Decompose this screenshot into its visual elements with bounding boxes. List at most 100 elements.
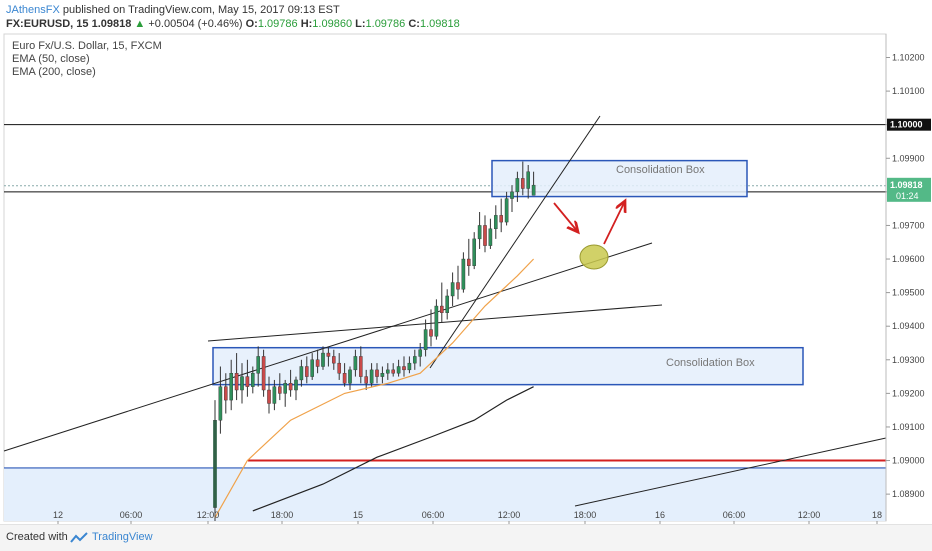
ema200-line (252, 386, 534, 512)
publish-header: JAthensFX published on TradingView.com, … (0, 0, 932, 34)
candle-body (218, 386, 223, 421)
candle-body (531, 184, 536, 196)
candle-body (380, 373, 385, 377)
plot-area (3, 33, 887, 522)
candle-body (494, 215, 498, 230)
author-link[interactable]: JAthensFX (6, 4, 60, 16)
y-tick-label: 1.09400 (892, 321, 925, 331)
candle-body (299, 366, 304, 381)
y-tick-label: 1.09700 (892, 220, 925, 230)
last-price: 1.09818 (91, 18, 132, 30)
candle-body (504, 198, 509, 223)
y-tick-label: 1.09100 (892, 422, 925, 432)
tradingview-brand-link[interactable]: TradingView (92, 531, 153, 543)
y-tick-label: 1.09600 (892, 254, 925, 264)
box-label-lower: Consolidation Box (666, 357, 755, 369)
open-label: O: (245, 18, 258, 30)
candle-body (364, 376, 369, 384)
arrow-up-icon (603, 201, 625, 245)
candle-body (510, 191, 514, 199)
candle-body (261, 356, 266, 391)
candle-body (423, 329, 428, 350)
x-tick-label: 06:00 (120, 510, 143, 520)
change-value: +0.00504 (+0.46%) (148, 18, 243, 30)
bar-countdown: 01:24 (896, 191, 919, 201)
candle-body (240, 376, 244, 391)
high-label: H: (300, 18, 313, 30)
trendline-lower (574, 437, 887, 507)
footer-bar: Created with TradingView (0, 524, 932, 551)
candle-body (359, 356, 363, 377)
price-label-level1: 1.10000 (890, 120, 923, 130)
candle-body (229, 373, 234, 401)
candle-body (434, 305, 439, 337)
candle-body (305, 366, 309, 377)
candle-body (315, 359, 320, 367)
chart-legend: Euro Fx/U.S. Dollar, 15, FXCM EMA (50, c… (12, 40, 162, 79)
candle-body (526, 171, 530, 189)
lower-zone (4, 467, 886, 521)
x-tick-label: 12 (53, 510, 63, 520)
candle-body (375, 369, 379, 377)
candle-body (348, 369, 352, 384)
published-text: published on TradingView.com, May 15, 20… (59, 4, 340, 16)
x-tick-label: 12:00 (197, 510, 220, 520)
arrow-down-icon (553, 202, 578, 232)
box-label-upper: Consolidation Box (616, 164, 705, 176)
candle-body (407, 362, 412, 371)
price-label-level1-bg (887, 118, 931, 131)
candle-body (461, 258, 466, 290)
ema200-label[interactable]: EMA (200, close) (12, 66, 96, 78)
candle-body (515, 178, 520, 193)
y-tick-label: 1.09000 (892, 456, 925, 466)
candle-body (278, 386, 282, 394)
candle-body (472, 238, 477, 266)
publish-info: JAthensFX published on TradingView.com, … (6, 4, 340, 16)
x-tick-label: 16 (655, 510, 665, 520)
price-chart[interactable]: Consolidation Box Consolidation Box 1.1020… (0, 0, 932, 524)
candle-body (337, 362, 342, 374)
x-tick-label: 12:00 (498, 510, 521, 520)
x-tick-label: 18:00 (574, 510, 597, 520)
candle-body (294, 379, 298, 391)
candle-body (402, 366, 406, 371)
high-value: 1.09860 (312, 18, 353, 30)
y-tick-label: 1.09200 (892, 388, 925, 398)
candle-body (288, 383, 293, 391)
y-tick-label: 1.09300 (892, 355, 925, 365)
symbol-label: FX:EURUSD, 15 (6, 18, 89, 30)
candle-body (440, 305, 444, 313)
x-tick-label: 18 (872, 510, 882, 520)
created-with-text: Created with (6, 531, 68, 543)
candle-body (234, 373, 239, 391)
x-tick-label: 18:00 (271, 510, 294, 520)
candle-body (391, 369, 396, 374)
candle-body (488, 228, 493, 246)
price-label-current-bg (887, 177, 931, 202)
price-label-current: 1.09818 (890, 180, 923, 190)
close-value: 1.09818 (419, 18, 460, 30)
x-tick-label: 15 (353, 510, 363, 520)
x-tick-label: 06:00 (723, 510, 746, 520)
low-label: L: (355, 18, 366, 30)
candle-body (429, 329, 433, 337)
low-value: 1.09786 (365, 18, 406, 30)
candle-body (256, 356, 261, 374)
trendline-steep (429, 115, 601, 369)
y-tick-label: 1.08900 (892, 489, 925, 499)
candle-body (477, 225, 482, 240)
candle-body (267, 389, 271, 404)
candle-body (326, 352, 331, 357)
tradingview-logo-icon (70, 532, 88, 543)
candle-body (353, 356, 358, 371)
y-tick-label: 1.10200 (892, 53, 925, 63)
candle-body (386, 369, 390, 374)
x-tick-label: 06:00 (422, 510, 445, 520)
candle-body (283, 383, 288, 394)
ema50-label[interactable]: EMA (50, close) (12, 53, 90, 65)
candle-body (321, 352, 325, 367)
candle-body (467, 258, 471, 266)
close-label: C: (408, 18, 420, 30)
open-value: 1.09786 (257, 18, 298, 30)
candle-body (223, 386, 228, 401)
